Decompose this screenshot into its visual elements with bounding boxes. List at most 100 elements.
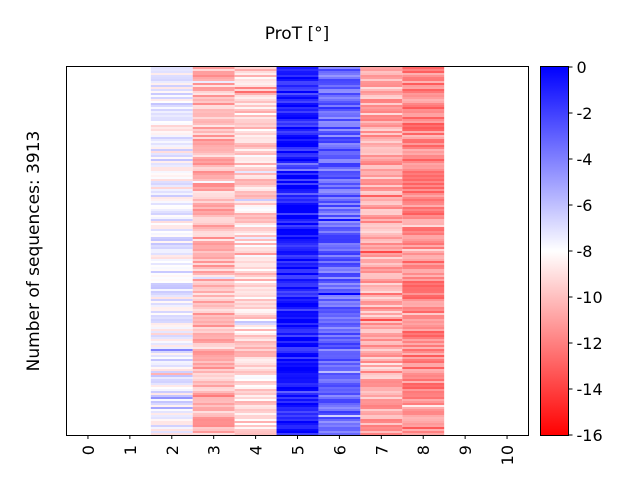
heatmap-cell (360, 395, 403, 397)
heatmap-cell (402, 71, 445, 73)
heatmap-cell (276, 365, 319, 367)
x-tick-label: 2 (163, 445, 182, 455)
heatmap-cell (318, 391, 361, 393)
heatmap-cell (150, 323, 193, 325)
heatmap-cell (360, 211, 403, 213)
heatmap-cell (402, 213, 445, 215)
heatmap-cell (192, 89, 235, 91)
heatmap-cell (318, 145, 361, 147)
heatmap-cell (276, 389, 319, 391)
heatmap-cell (234, 315, 277, 317)
heatmap-cell (276, 267, 319, 269)
heatmap-cell (402, 149, 445, 151)
heatmap-cell (192, 143, 235, 145)
heatmap-cell (150, 433, 193, 435)
heatmap-cell (192, 67, 235, 69)
heatmap-cell (192, 339, 235, 341)
heatmap-cell (318, 253, 361, 255)
heatmap-cell (150, 273, 193, 275)
heatmap-cell (192, 391, 235, 393)
heatmap-cell (276, 239, 319, 241)
heatmap-cell (276, 123, 319, 125)
x-tick-label: 9 (456, 445, 475, 455)
heatmap-cell (402, 165, 445, 167)
heatmap-cell (318, 211, 361, 213)
heatmap-cell (234, 67, 277, 69)
heatmap-cell (150, 203, 193, 205)
heatmap-cell (192, 171, 235, 173)
heatmap-cell (192, 219, 235, 221)
heatmap-cell (318, 129, 361, 131)
heatmap-cell (192, 415, 235, 417)
heatmap-cell (360, 387, 403, 389)
heatmap-cell (276, 197, 319, 199)
heatmap-cell (360, 85, 403, 87)
heatmap-cell (318, 239, 361, 241)
heatmap-cell (402, 67, 445, 69)
heatmap-cell (234, 75, 277, 77)
heatmap-cell (360, 239, 403, 241)
heatmap-cell (192, 305, 235, 307)
heatmap-cell (276, 271, 319, 273)
y-axis-label: Number of sequences: 3913 (24, 131, 44, 372)
heatmap-cell (150, 87, 193, 89)
heatmap-cell (402, 121, 445, 123)
heatmap-cell (192, 409, 235, 411)
heatmap-cell (192, 249, 235, 251)
heatmap-cell (192, 231, 235, 233)
heatmap-cell (150, 407, 193, 409)
heatmap-cell (150, 103, 193, 105)
heatmap-cell (150, 157, 193, 159)
heatmap-cell (192, 351, 235, 353)
heatmap-cell (150, 293, 193, 295)
heatmap-cell (360, 191, 403, 193)
heatmap-cell (318, 111, 361, 113)
heatmap-cell (360, 183, 403, 185)
heatmap-cell (192, 345, 235, 347)
heatmap-cell (276, 363, 319, 365)
heatmap-cell (402, 401, 445, 403)
heatmap-cell (150, 291, 193, 293)
heatmap-cell (276, 145, 319, 147)
heatmap-cell (234, 89, 277, 91)
heatmap-cell (360, 337, 403, 339)
heatmap-cell (234, 367, 277, 369)
heatmap-cell (318, 307, 361, 309)
heatmap-cell (276, 99, 319, 101)
heatmap-cell (276, 155, 319, 157)
heatmap-cell (234, 213, 277, 215)
heatmap-cell (234, 395, 277, 397)
heatmap-cell (192, 121, 235, 123)
heatmap-cell (276, 281, 319, 283)
heatmap-cell (402, 235, 445, 237)
heatmap-cell (150, 395, 193, 397)
heatmap-cell (234, 307, 277, 309)
heatmap-cell (276, 187, 319, 189)
heatmap-cell (402, 127, 445, 129)
heatmap-cell (318, 197, 361, 199)
heatmap-cell (150, 91, 193, 93)
heatmap-cell (150, 307, 193, 309)
heatmap-cell (318, 187, 361, 189)
heatmap-cell (360, 393, 403, 395)
heatmap-cell (192, 327, 235, 329)
heatmap-cell (192, 407, 235, 409)
heatmap-cell (402, 175, 445, 177)
heatmap-cell (402, 243, 445, 245)
heatmap-cell (318, 109, 361, 111)
heatmap-cell (276, 97, 319, 99)
heatmap-cell (192, 371, 235, 373)
heatmap-cell (276, 323, 319, 325)
heatmap-cell (318, 325, 361, 327)
heatmap-cell (276, 79, 319, 81)
heatmap-cell (402, 273, 445, 275)
heatmap-cell (318, 279, 361, 281)
heatmap-cell (402, 335, 445, 337)
heatmap-cell (150, 187, 193, 189)
heatmap-cell (192, 279, 235, 281)
heatmap-cell (402, 223, 445, 225)
heatmap-cell (360, 287, 403, 289)
heatmap-cell (276, 221, 319, 223)
heatmap-cell (234, 341, 277, 343)
heatmap-cell (276, 227, 319, 229)
